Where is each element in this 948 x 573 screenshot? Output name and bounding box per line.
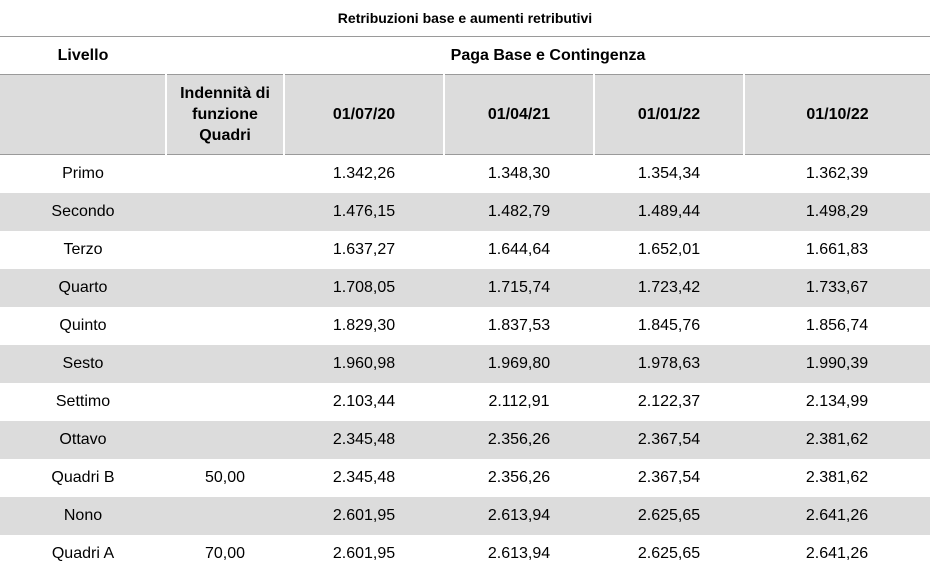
cell-indennita — [166, 383, 284, 421]
cell-value: 1.733,67 — [744, 269, 931, 307]
cell-indennita — [166, 307, 284, 345]
cell-value: 2.641,26 — [744, 535, 931, 573]
table-row: Settimo 2.103,44 2.112,91 2.122,37 2.134,99 — [0, 383, 931, 421]
cell-value: 1.342,26 — [284, 154, 444, 193]
cell-value: 1.829,30 — [284, 307, 444, 345]
header-date: 01/04/21 — [444, 74, 595, 155]
cell-livello: Ottavo — [0, 421, 166, 459]
cell-livello: Primo — [0, 154, 166, 193]
cell-value: 2.601,95 — [284, 497, 444, 535]
table-row: Quadri B 50,00 2.345,48 2.356,26 2.367,54 2.3… — [0, 459, 931, 497]
table-title: Retribuzioni base e aumenti retributivi — [337, 10, 593, 26]
cell-value: 1.476,15 — [284, 193, 444, 231]
cell-value: 2.103,44 — [284, 383, 444, 421]
header-livello: Livello — [0, 37, 166, 75]
cell-value: 1.362,39 — [744, 154, 931, 193]
top-rule — [0, 36, 930, 37]
table-row: Sesto 1.960,98 1.969,80 1.978,63 1.990,39 — [0, 345, 931, 383]
table-row: Secondo 1.476,15 1.482,79 1.489,44 1.498,29 — [0, 193, 931, 231]
cell-value: 1.644,64 — [444, 231, 594, 269]
cell-value: 1.482,79 — [444, 193, 594, 231]
cell-value: 1.723,42 — [594, 269, 744, 307]
cell-value: 1.715,74 — [444, 269, 594, 307]
cell-value: 2.381,62 — [744, 459, 931, 497]
cell-livello: Quadri A — [0, 535, 166, 573]
cell-value: 2.112,91 — [444, 383, 594, 421]
cell-value: 1.652,01 — [594, 231, 744, 269]
cell-livello: Quinto — [0, 307, 166, 345]
cell-indennita — [166, 154, 284, 193]
cell-livello: Quadri B — [0, 459, 166, 497]
cell-value: 1.990,39 — [744, 345, 931, 383]
cell-livello: Terzo — [0, 231, 166, 269]
header-date: 01/10/22 — [744, 74, 931, 155]
cell-value: 2.356,26 — [444, 459, 594, 497]
cell-value: 2.134,99 — [744, 383, 931, 421]
cell-value: 1.708,05 — [284, 269, 444, 307]
header-row-2: Indennità di funzione Quadri 01/07/20 01… — [0, 74, 931, 155]
cell-value: 1.978,63 — [594, 345, 744, 383]
cell-livello: Settimo — [0, 383, 166, 421]
cell-value: 2.625,65 — [594, 497, 744, 535]
cell-indennita — [166, 345, 284, 383]
cell-indennita: 50,00 — [166, 459, 284, 497]
cell-livello: Sesto — [0, 345, 166, 383]
cell-value: 1.969,80 — [444, 345, 594, 383]
cell-value: 1.637,27 — [284, 231, 444, 269]
cell-value: 1.661,83 — [744, 231, 931, 269]
cell-value: 2.122,37 — [594, 383, 744, 421]
cell-indennita — [166, 193, 284, 231]
cell-value: 1.498,29 — [744, 193, 931, 231]
table-row: Primo 1.342,26 1.348,30 1.354,34 1.362,39 — [0, 154, 931, 193]
cell-indennita — [166, 421, 284, 459]
cell-value: 2.367,54 — [594, 421, 744, 459]
cell-livello: Quarto — [0, 269, 166, 307]
cell-livello: Nono — [0, 497, 166, 535]
cell-value: 1.354,34 — [594, 154, 744, 193]
cell-value: 2.345,48 — [284, 421, 444, 459]
table-row: Nono 2.601,95 2.613,94 2.625,65 2.641,26 — [0, 497, 931, 535]
cell-value: 2.613,94 — [444, 497, 594, 535]
table-row: Ottavo 2.345,48 2.356,26 2.367,54 2.381,62 — [0, 421, 931, 459]
salary-table: Livello Paga Base e Contingenza Indennit… — [0, 37, 931, 573]
header-date: 01/07/20 — [284, 74, 445, 155]
table-body: Primo 1.342,26 1.348,30 1.354,34 1.362,39 Sec… — [0, 154, 931, 573]
cell-value: 2.641,26 — [744, 497, 931, 535]
cell-value: 2.367,54 — [594, 459, 744, 497]
cell-value: 1.489,44 — [594, 193, 744, 231]
cell-value: 2.601,95 — [284, 535, 444, 573]
cell-value: 2.345,48 — [284, 459, 444, 497]
header-date: 01/01/22 — [594, 74, 745, 155]
header-row-1: Livello Paga Base e Contingenza — [0, 37, 931, 75]
table-row: Quinto 1.829,30 1.837,53 1.845,76 1.856,74 — [0, 307, 931, 345]
cell-value: 2.356,26 — [444, 421, 594, 459]
table-row: Quadri A 70,00 2.601,95 2.613,94 2.625,65 2.6… — [0, 535, 931, 573]
cell-livello: Secondo — [0, 193, 166, 231]
cell-indennita — [166, 269, 284, 307]
cell-value: 1.837,53 — [444, 307, 594, 345]
cell-value: 2.625,65 — [594, 535, 744, 573]
cell-indennita: 70,00 — [166, 535, 284, 573]
header-indennita-line-3: Quadri — [199, 127, 251, 144]
cell-value: 1.845,76 — [594, 307, 744, 345]
cell-value: 1.960,98 — [284, 345, 444, 383]
cell-value: 1.348,30 — [444, 154, 594, 193]
cell-indennita — [166, 231, 284, 269]
header-indennita-line-1: Indennità di — [180, 85, 270, 102]
cell-indennita — [166, 497, 284, 535]
cell-value: 2.613,94 — [444, 535, 594, 573]
cell-value: 2.381,62 — [744, 421, 931, 459]
table-row: Quarto 1.708,05 1.715,74 1.723,42 1.733,67 — [0, 269, 931, 307]
header-group: Paga Base e Contingenza — [166, 37, 931, 75]
cell-value: 1.856,74 — [744, 307, 931, 345]
header-indennita-line-2: funzione — [192, 106, 258, 123]
header-blank — [0, 74, 167, 155]
table-row: Terzo 1.637,27 1.644,64 1.652,01 1.661,83 — [0, 231, 931, 269]
header-indennita: Indennità di funzione Quadri — [166, 74, 285, 155]
